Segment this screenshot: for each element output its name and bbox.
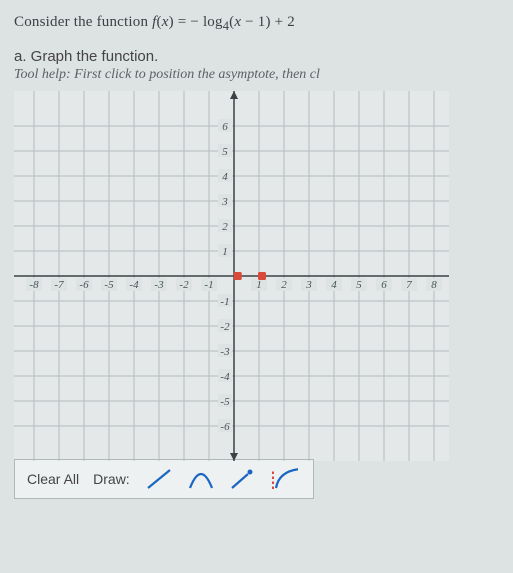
svg-text:4: 4 <box>222 171 228 183</box>
svg-text:7: 7 <box>406 279 412 291</box>
parabola-tool-icon <box>186 466 214 492</box>
svg-text:-1: -1 <box>204 279 213 291</box>
tool-help-text: Tool help: First click to position the a… <box>14 67 513 83</box>
svg-text:-6: -6 <box>79 279 89 291</box>
svg-text:-5: -5 <box>220 396 230 408</box>
function-prompt: Consider the function f(x) = − log4(x − … <box>14 14 513 34</box>
svg-text:1: 1 <box>256 279 262 291</box>
svg-text:1: 1 <box>222 246 228 258</box>
svg-text:-6: -6 <box>220 421 230 433</box>
line-tool-button[interactable] <box>140 464 176 494</box>
svg-text:2: 2 <box>222 221 228 233</box>
parabola-tool-button[interactable] <box>182 464 218 494</box>
svg-text:2: 2 <box>281 279 287 291</box>
svg-text:3: 3 <box>221 196 228 208</box>
clear-all-button[interactable]: Clear All <box>23 469 83 489</box>
svg-text:-3: -3 <box>220 346 230 358</box>
svg-text:4: 4 <box>331 279 337 291</box>
svg-text:-4: -4 <box>129 279 139 291</box>
line-tool-icon <box>144 466 172 492</box>
svg-text:-7: -7 <box>54 279 64 291</box>
svg-text:6: 6 <box>222 121 228 133</box>
svg-text:-5: -5 <box>104 279 114 291</box>
svg-text:5: 5 <box>222 146 228 158</box>
prompt-prefix: Consider the function <box>14 14 152 30</box>
svg-text:8: 8 <box>431 279 437 291</box>
svg-text:6: 6 <box>381 279 387 291</box>
svg-text:-2: -2 <box>179 279 189 291</box>
ray-tool-button[interactable] <box>224 464 260 494</box>
draw-label: Draw: <box>89 469 134 489</box>
svg-text:-4: -4 <box>220 371 230 383</box>
coordinate-grid[interactable]: -8 -7 -6 -5 -4 -3 -2 -1 1 2 3 4 5 6 7 8 -6 -5 -4 -3 -2 -1 1 2 3 4… <box>14 91 449 461</box>
ray-tool-icon <box>228 466 256 492</box>
svg-text:5: 5 <box>356 279 362 291</box>
graph-canvas[interactable]: -8 -7 -6 -5 -4 -3 -2 -1 1 2 3 4 5 6 7 8 -6 -5 -4 -3 -2 -1 1 2 3 4… <box>14 91 449 461</box>
svg-text:-3: -3 <box>154 279 164 291</box>
svg-text:-8: -8 <box>29 279 39 291</box>
drawing-toolbar: Clear All Draw: <box>14 459 314 499</box>
function-expression: f(x) = − log4(x − 1) + 2 <box>152 14 295 30</box>
svg-text:3: 3 <box>305 279 312 291</box>
part-a-instruction: a. Graph the function. <box>14 48 513 65</box>
asymptote-tool-icon <box>270 466 298 492</box>
svg-text:-2: -2 <box>220 321 230 333</box>
asymptote-tool-button[interactable] <box>266 464 302 494</box>
log-base: 4 <box>223 19 229 33</box>
svg-text:-1: -1 <box>220 296 229 308</box>
